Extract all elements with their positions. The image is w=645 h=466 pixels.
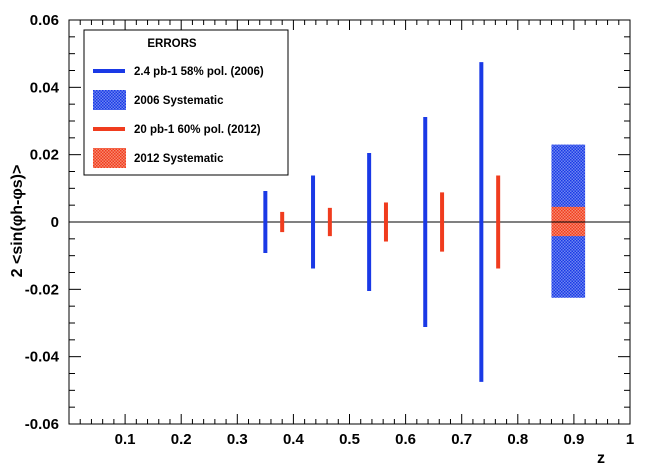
x-tick-label: 1 (626, 431, 634, 448)
legend-box-swatch (93, 148, 126, 168)
legend-entry-label: 2012 Systematic (134, 153, 224, 165)
y-axis-title: 2 <sin(φh-φs)> (9, 165, 26, 278)
x-tick-label: 0.7 (451, 431, 472, 448)
x-tick-label: 0.3 (227, 431, 248, 448)
tick-labels: 0.1 0.2 0.3 0.4 0.5 0.6 0.7 0.8 0.9 1 -0.06 -0.04 -0… (25, 12, 634, 448)
y-tick-label: -0.04 (25, 349, 60, 366)
y-tick-label: 0 (51, 214, 59, 231)
x-axis-title: z (597, 450, 605, 466)
x-tick-label: 0.8 (507, 431, 528, 448)
legend-title: ERRORS (147, 38, 197, 50)
systematic-2012-band (551, 206, 586, 237)
legend-entries: 2.4 pb-1 58% pol. (2006) 2006 Systematic 2… (93, 66, 264, 168)
y-tick-label: 0.04 (30, 79, 60, 96)
legend-entry-label: 2.4 pb-1 58% pol. (2006) (134, 66, 264, 78)
y-tick-label: -0.02 (25, 281, 59, 298)
error-bars (263, 62, 501, 382)
x-tick-label: 0.5 (339, 431, 360, 448)
x-tick-label: 0.9 (563, 431, 584, 448)
x-tick-label: 0.1 (115, 431, 136, 448)
y-tick-label: 0.06 (30, 12, 59, 29)
axis-ticks (69, 20, 630, 424)
y-tick-label: 0.02 (30, 147, 59, 164)
x-tick-label: 0.6 (395, 431, 416, 448)
x-tick-label: 0.2 (171, 431, 192, 448)
y-tick-label: -0.06 (25, 416, 59, 433)
legend-box-swatch (93, 90, 126, 110)
systematic-bands (551, 144, 586, 298)
legend-entry-label: 20 pb-1 60% pol. (2012) (134, 124, 261, 136)
legend-entry-label: 2006 Systematic (134, 95, 224, 107)
x-tick-label: 0.4 (283, 431, 305, 448)
legend: ERRORS 2.4 pb-1 58% pol. (2006) 2006 Syst… (83, 29, 289, 176)
